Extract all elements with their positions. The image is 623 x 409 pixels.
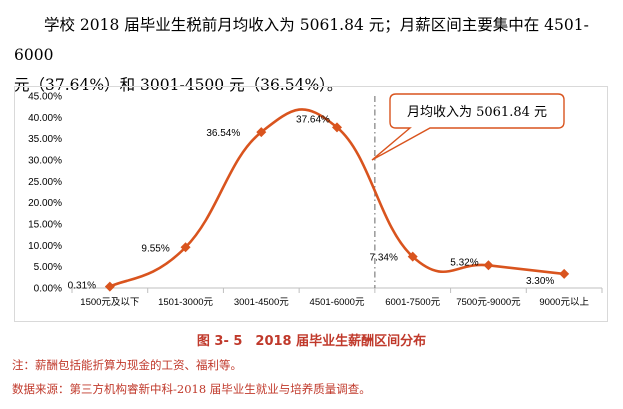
- callout: 月均收入为 5061.84 元: [371, 93, 565, 161]
- x-axis: 1500元及以下 1501-3000元 3001-4500元 4501-6000元 60…: [71, 287, 603, 308]
- series-line: [109, 108, 565, 288]
- y-tick-label: 5.00%: [34, 262, 62, 273]
- data-point: [180, 242, 191, 253]
- data-point: [104, 281, 115, 292]
- x-tick-label: 4501-6000元: [310, 297, 365, 308]
- data-point: [332, 122, 342, 133]
- y-tick-label: 30.00%: [28, 156, 62, 167]
- x-tick-label: 7500元-9000元: [456, 297, 521, 308]
- data-label: 0.31%: [68, 281, 96, 292]
- data-label: 9.55%: [141, 243, 169, 254]
- y-axis: 0.00% 5.00% 10.00% 15.00% 20.00% 25.00% 30.00%…: [28, 92, 62, 295]
- intro-paragraph: 学校 2018 届毕业生税前月均收入为 5061.84 元；月薪区间主要集中在 …: [14, 10, 614, 100]
- figure-caption: 图 3- 5 2018 届毕业生薪酬区间分布: [196, 334, 427, 349]
- y-tick-label: 40.00%: [28, 113, 62, 124]
- source-text: 数据来源：第三方机构睿新中科-2018 届毕业生就业与培养质量调查。: [12, 382, 371, 396]
- y-tick-label: 0.00%: [34, 284, 62, 295]
- intro-line-1: 学校 2018 届毕业生税前月均收入为 5061.84 元；月薪区间主要集中在 …: [14, 16, 589, 64]
- chart-frame: [14, 86, 608, 322]
- data-label: 3.30%: [526, 276, 554, 287]
- callout-text: 月均收入为 5061.84 元: [407, 105, 547, 120]
- data-labels: 0.31% 9.55% 36.54% 37.64% 7.34% 5.32% 3.30%: [68, 114, 555, 291]
- y-tick-label: 45.00%: [28, 92, 62, 103]
- data-point: [483, 260, 494, 271]
- data-point: [256, 127, 267, 138]
- y-tick-label: 35.00%: [28, 134, 62, 145]
- data-markers: [104, 122, 570, 292]
- x-tick-label: 3001-4500元: [234, 297, 289, 308]
- y-tick-label: 20.00%: [28, 198, 62, 209]
- y-tick-label: 25.00%: [28, 177, 62, 188]
- intro-line-2: 元（37.64%）和 3001-4500 元（36.54%）。: [14, 76, 343, 94]
- data-label: 7.34%: [370, 253, 398, 264]
- y-tick-label: 15.00%: [28, 220, 62, 231]
- x-tick-label: 6001-7500元: [385, 297, 440, 308]
- x-tick-label: 1500元及以下: [80, 297, 139, 308]
- data-point: [407, 251, 418, 262]
- y-tick-label: 10.00%: [28, 241, 62, 252]
- data-label: 5.32%: [450, 257, 478, 268]
- data-point: [559, 268, 570, 279]
- callout-box: [371, 93, 565, 161]
- data-label: 36.54%: [206, 128, 240, 139]
- data-label: 37.64%: [296, 114, 330, 125]
- x-tick-label: 1501-3000元: [158, 297, 213, 308]
- note-text: 注：薪酬包括能折算为现金的工资、福利等。: [12, 358, 242, 372]
- x-tick-label: 9000元以上: [539, 297, 589, 308]
